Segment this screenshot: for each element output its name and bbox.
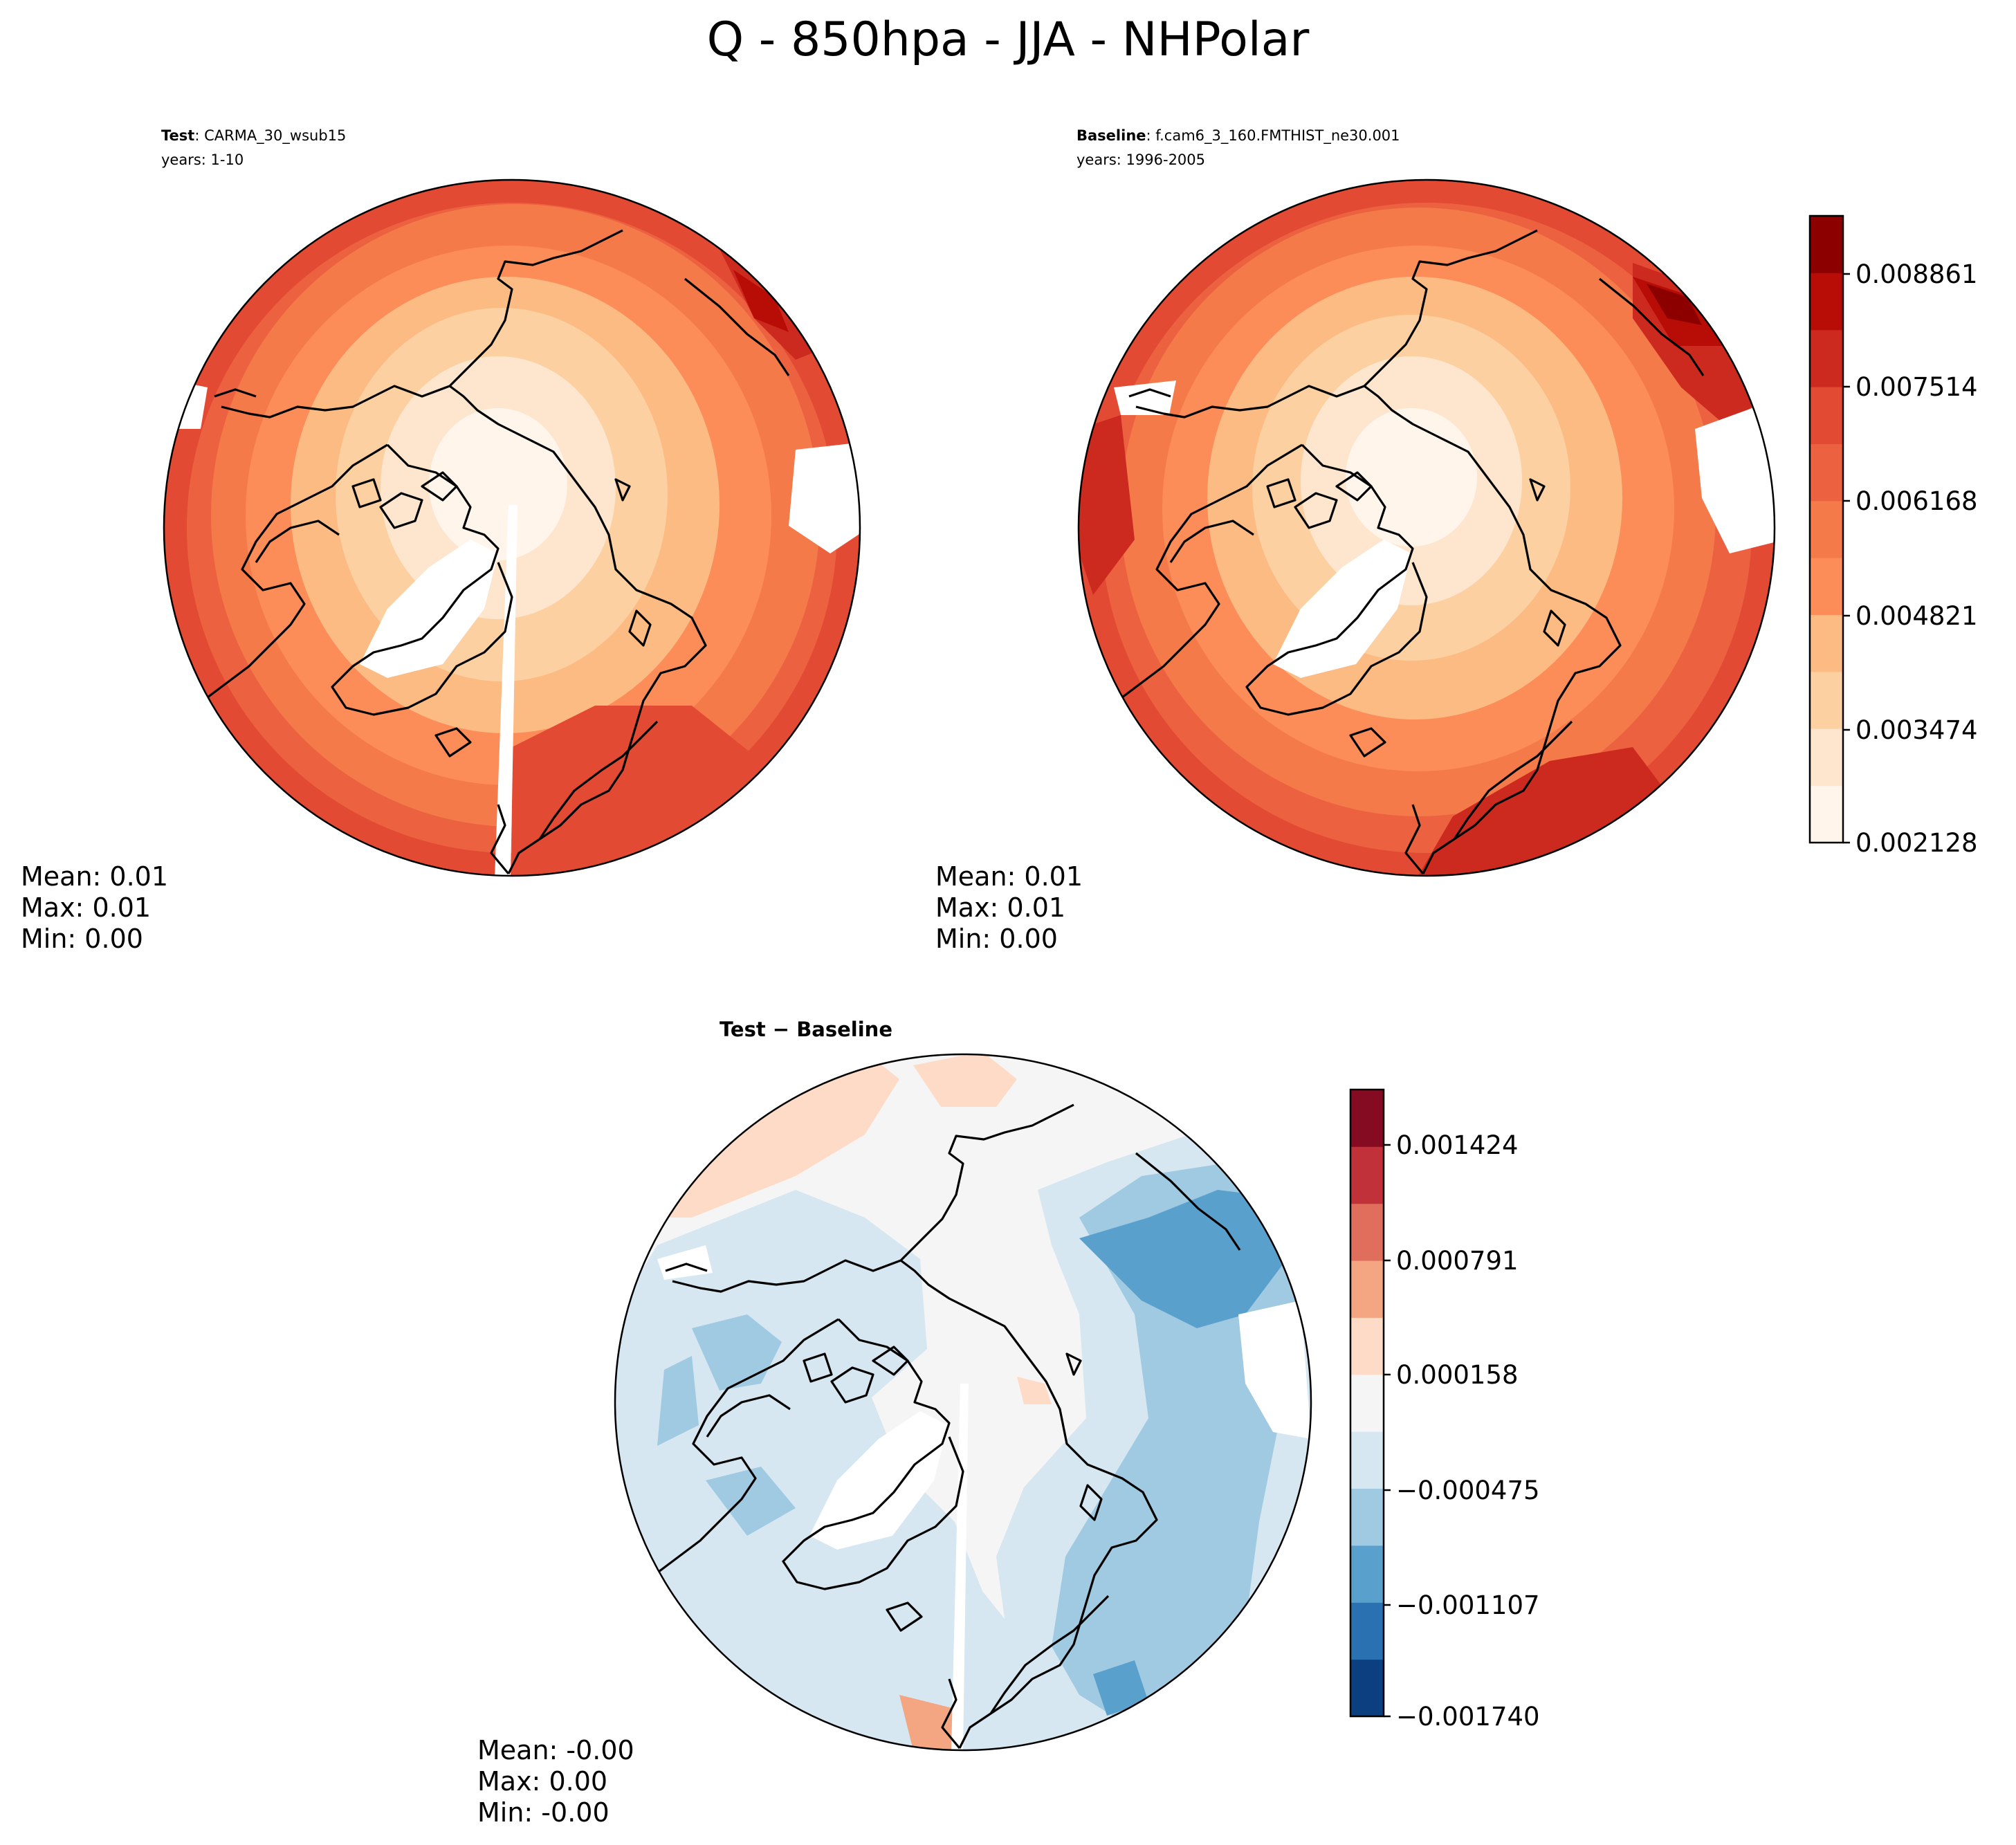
diff-stat-max: Max: 0.00 bbox=[477, 1766, 607, 1797]
main-colorbar-color-block bbox=[1810, 329, 1843, 387]
main-colorbar-tick-label: 0.007514 bbox=[1855, 372, 1978, 402]
figure-title: Q - 850hpa - JJA - NHPolar bbox=[707, 12, 1310, 67]
baseline-map bbox=[1079, 180, 1775, 876]
main-colorbar-color-block bbox=[1810, 558, 1843, 616]
main-colorbar-color-block bbox=[1810, 443, 1843, 502]
diff-colorbar-tick-label: −0.001107 bbox=[1396, 1590, 1540, 1620]
main-colorbar-color-block bbox=[1810, 785, 1843, 843]
main-colorbar-color-block bbox=[1810, 728, 1843, 787]
diff-colorbar-tick-label: −0.000475 bbox=[1396, 1476, 1540, 1505]
diff-colorbar-color-block bbox=[1350, 1203, 1384, 1261]
diff-colorbar-color-block bbox=[1350, 1431, 1384, 1489]
main-colorbar-color-block bbox=[1810, 387, 1843, 444]
test-map bbox=[164, 180, 860, 876]
main-colorbar-tick-label: 0.006168 bbox=[1855, 486, 1978, 516]
diff-colorbar: 0.001424 0.000791 0.000158 −0.000475 −0.0011… bbox=[1349, 1088, 1540, 1732]
diff-colorbar-color-block bbox=[1350, 1090, 1384, 1147]
diff-panel: Test − Baseline Mean: -0.00 Max: 0.00 Mi… bbox=[477, 1018, 1312, 1828]
main-colorbar-color-block bbox=[1810, 614, 1843, 672]
diff-stat-min: Min: -0.00 bbox=[477, 1797, 610, 1828]
baseline-panel-years: years: 1996-2005 bbox=[1076, 152, 1205, 168]
test-panel-label: Test: CARMA_30_wsub15 bbox=[161, 127, 346, 145]
test-stat-max: Max: 0.01 bbox=[21, 892, 151, 923]
diff-colorbar-color-block bbox=[1350, 1260, 1384, 1318]
main-colorbar-color-block bbox=[1810, 216, 1843, 273]
main-colorbar: 0.008861 0.007514 0.006168 0.004821 0.003474… bbox=[1808, 214, 1978, 858]
diff-colorbar-color-block bbox=[1350, 1146, 1384, 1204]
diff-colorbar-color-block bbox=[1350, 1659, 1384, 1717]
baseline-stat-min: Min: 0.00 bbox=[935, 924, 1058, 954]
main-colorbar-color-block bbox=[1810, 273, 1843, 331]
diff-stat-mean: Mean: -0.00 bbox=[477, 1735, 634, 1765]
diff-colorbar-color-block bbox=[1350, 1545, 1384, 1603]
main-colorbar-tick-label: 0.003474 bbox=[1855, 715, 1978, 745]
diff-map bbox=[615, 1054, 1311, 1750]
diff-panel-label: Test − Baseline bbox=[720, 1018, 892, 1041]
main-colorbar-tick-label: 0.002128 bbox=[1855, 828, 1978, 858]
baseline-stat-max: Max: 0.01 bbox=[935, 892, 1065, 923]
diff-colorbar-color-block bbox=[1350, 1374, 1384, 1432]
main-colorbar-tick-label: 0.004821 bbox=[1855, 601, 1978, 631]
test-stat-min: Min: 0.00 bbox=[21, 924, 143, 954]
test-stat-mean: Mean: 0.01 bbox=[21, 861, 168, 892]
test-panel: Test: CARMA_30_wsub15 years: 1-10 Mean: … bbox=[21, 127, 861, 954]
diff-colorbar-tick-label: −0.001740 bbox=[1396, 1702, 1540, 1732]
diff-colorbar-color-block bbox=[1350, 1317, 1384, 1375]
diff-colorbar-tick-label: 0.001424 bbox=[1396, 1130, 1519, 1160]
baseline-stat-mean: Mean: 0.01 bbox=[935, 861, 1083, 892]
test-panel-years: years: 1-10 bbox=[161, 152, 244, 168]
baseline-panel: Baseline: f.cam6_3_160.FMTHIST_ne30.001 … bbox=[935, 127, 1776, 954]
main-colorbar-color-block bbox=[1810, 671, 1843, 729]
main-colorbar-tick-label: 0.008861 bbox=[1855, 259, 1978, 289]
diff-colorbar-tick-label: 0.000158 bbox=[1396, 1360, 1519, 1390]
diff-colorbar-tick-label: 0.000791 bbox=[1396, 1246, 1519, 1276]
main-colorbar-color-block bbox=[1810, 500, 1843, 558]
diff-colorbar-color-block bbox=[1350, 1602, 1384, 1660]
baseline-panel-label: Baseline: f.cam6_3_160.FMTHIST_ne30.001 bbox=[1076, 127, 1400, 145]
diff-colorbar-color-block bbox=[1350, 1488, 1384, 1546]
